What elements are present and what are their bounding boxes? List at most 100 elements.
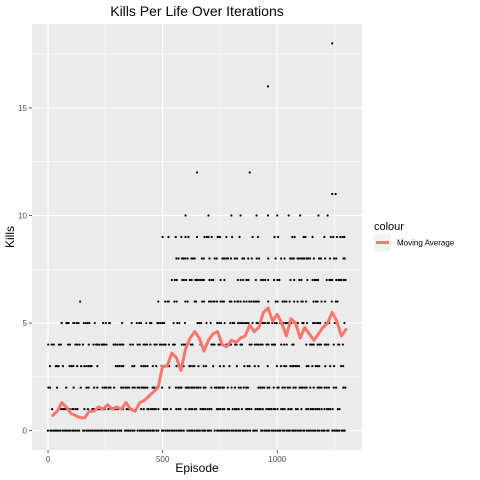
- data-point: [86, 321, 89, 325]
- data-point: [312, 408, 315, 411]
- data-point: [210, 235, 213, 239]
- data-point: [297, 257, 301, 260]
- data-point: [93, 386, 96, 389]
- data-point: [155, 343, 158, 346]
- data-point: [184, 300, 187, 303]
- data-point: [339, 235, 342, 239]
- data-point: [245, 321, 248, 325]
- data-point: [122, 343, 125, 346]
- data-point: [180, 343, 183, 346]
- data-point: [85, 429, 88, 432]
- data-point: [168, 386, 171, 389]
- data-point: [275, 364, 279, 368]
- data-point: [136, 343, 139, 346]
- data-point: [197, 364, 200, 368]
- data-point: [275, 321, 278, 325]
- data-point: [318, 408, 321, 411]
- data-point: [246, 364, 249, 368]
- data-point: [107, 408, 110, 411]
- data-point: [341, 429, 345, 432]
- data-point: [292, 429, 295, 432]
- data-point: [314, 429, 317, 432]
- data-point: [219, 300, 222, 303]
- data-point: [223, 278, 226, 282]
- data-point: [302, 321, 305, 325]
- data-point: [307, 408, 310, 411]
- data-point: [305, 300, 308, 303]
- data-point: [255, 343, 259, 346]
- data-point: [241, 257, 244, 260]
- data-point: [101, 321, 105, 325]
- y-tick-label: 10: [18, 211, 27, 220]
- data-point: [189, 364, 192, 368]
- data-point: [188, 278, 191, 282]
- data-point: [176, 321, 179, 325]
- data-point: [331, 278, 334, 282]
- data-point: [339, 364, 343, 368]
- y-tick-label: 5: [23, 319, 28, 328]
- data-point: [242, 321, 245, 325]
- data-point: [163, 321, 166, 325]
- data-point: [90, 364, 93, 368]
- data-point: [173, 278, 176, 282]
- data-point: [195, 171, 199, 174]
- data-point: [78, 429, 81, 432]
- data-point: [276, 408, 279, 411]
- data-point: [230, 235, 234, 239]
- data-point: [207, 214, 210, 217]
- data-point: [335, 257, 338, 260]
- data-point: [283, 386, 286, 389]
- data-point: [285, 300, 288, 303]
- data-point: [324, 364, 327, 368]
- data-point: [276, 300, 279, 303]
- data-point: [230, 300, 233, 303]
- data-point: [175, 429, 178, 432]
- data-point: [118, 364, 121, 368]
- data-point: [57, 343, 61, 346]
- data-point: [265, 429, 268, 432]
- data-point: [237, 408, 240, 411]
- axis-ticks: 0 500 1000 0 5 10 15: [18, 104, 287, 464]
- data-point: [213, 343, 216, 346]
- data-point: [280, 343, 283, 346]
- data-point: [76, 364, 79, 368]
- data-point: [138, 343, 141, 346]
- data-point: [318, 429, 321, 432]
- data-point: [221, 429, 224, 432]
- data-point: [149, 408, 152, 411]
- data-point: [144, 386, 147, 389]
- data-point: [80, 364, 83, 368]
- data-point: [209, 321, 212, 325]
- data-point: [331, 192, 334, 196]
- data-point: [189, 343, 192, 346]
- data-point: [83, 408, 86, 411]
- data-point: [332, 343, 335, 346]
- data-point: [50, 343, 53, 346]
- data-point: [235, 429, 238, 432]
- data-point: [250, 343, 253, 346]
- data-point: [85, 386, 88, 389]
- data-point: [343, 429, 346, 432]
- data-point: [256, 408, 259, 411]
- data-point: [332, 257, 336, 260]
- data-point: [228, 364, 231, 368]
- data-point: [280, 257, 283, 260]
- data-point: [271, 321, 274, 325]
- data-point: [290, 257, 294, 260]
- data-point: [154, 408, 157, 411]
- data-point: [267, 278, 270, 282]
- data-point: [74, 429, 77, 432]
- data-point: [245, 386, 248, 389]
- data-point: [184, 235, 187, 239]
- data-point: [63, 408, 66, 411]
- data-point: [296, 321, 300, 325]
- data-point: [266, 85, 270, 88]
- data-point: [301, 300, 304, 303]
- data-point: [149, 343, 152, 346]
- x-tick-label: 1000: [268, 455, 286, 464]
- data-point: [335, 386, 338, 389]
- data-point: [145, 343, 149, 346]
- data-point: [196, 386, 200, 389]
- data-point: [161, 429, 165, 432]
- legend-title: colour: [374, 221, 404, 233]
